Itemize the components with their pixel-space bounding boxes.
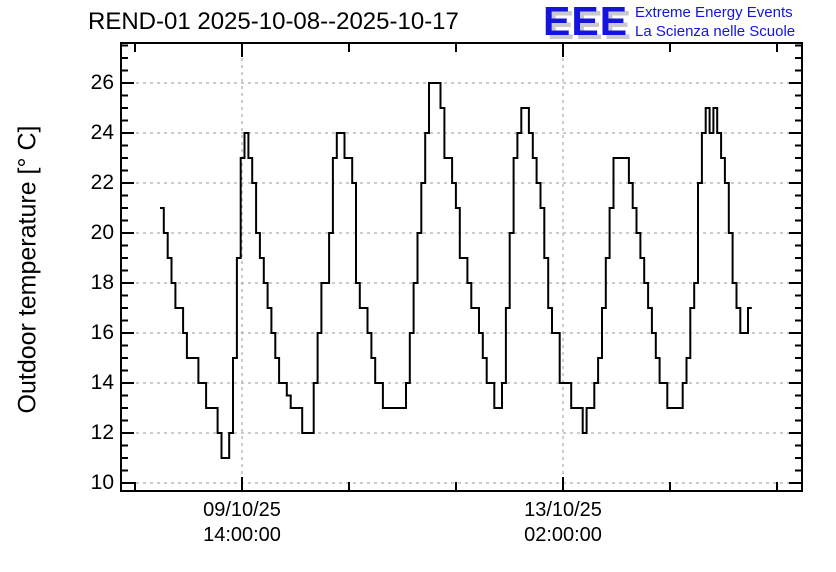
axis-ticks <box>121 43 802 491</box>
y-tick-label: 24 <box>90 121 114 144</box>
chart-title: REND-01 2025-10-08--2025-10-17 <box>88 8 459 35</box>
y-tick-label: 14 <box>90 371 114 394</box>
plot-frame <box>120 42 803 492</box>
eee-logo-line2: La Scienza nelle Scuole <box>635 23 796 40</box>
temperature-step-line <box>160 82 752 459</box>
eee-logo-acronym: EEE <box>543 0 629 44</box>
y-tick-label: 26 <box>90 71 114 94</box>
eee-logo: EEE Extreme Energy Events La Scienza nel… <box>543 0 795 44</box>
y-tick-label: 16 <box>90 321 114 344</box>
y-tick-label: 12 <box>90 421 114 444</box>
y-tick-label: 22 <box>90 171 114 194</box>
y-tick-label: 20 <box>90 221 114 244</box>
eee-logo-line1: Extreme Energy Events <box>635 4 793 21</box>
x-tick-label: 02:00:00 <box>524 524 602 546</box>
gridlines <box>122 44 801 490</box>
y-tick-label: 10 <box>90 471 114 494</box>
eee-logo-text: Extreme Energy Events La Scienza nelle S… <box>635 3 795 41</box>
y-tick-label: 18 <box>90 271 114 294</box>
x-tick-label: 14:00:00 <box>203 524 281 546</box>
x-tick-label: 09/10/25 <box>203 499 281 521</box>
x-tick-label: 13/10/25 <box>524 499 602 521</box>
